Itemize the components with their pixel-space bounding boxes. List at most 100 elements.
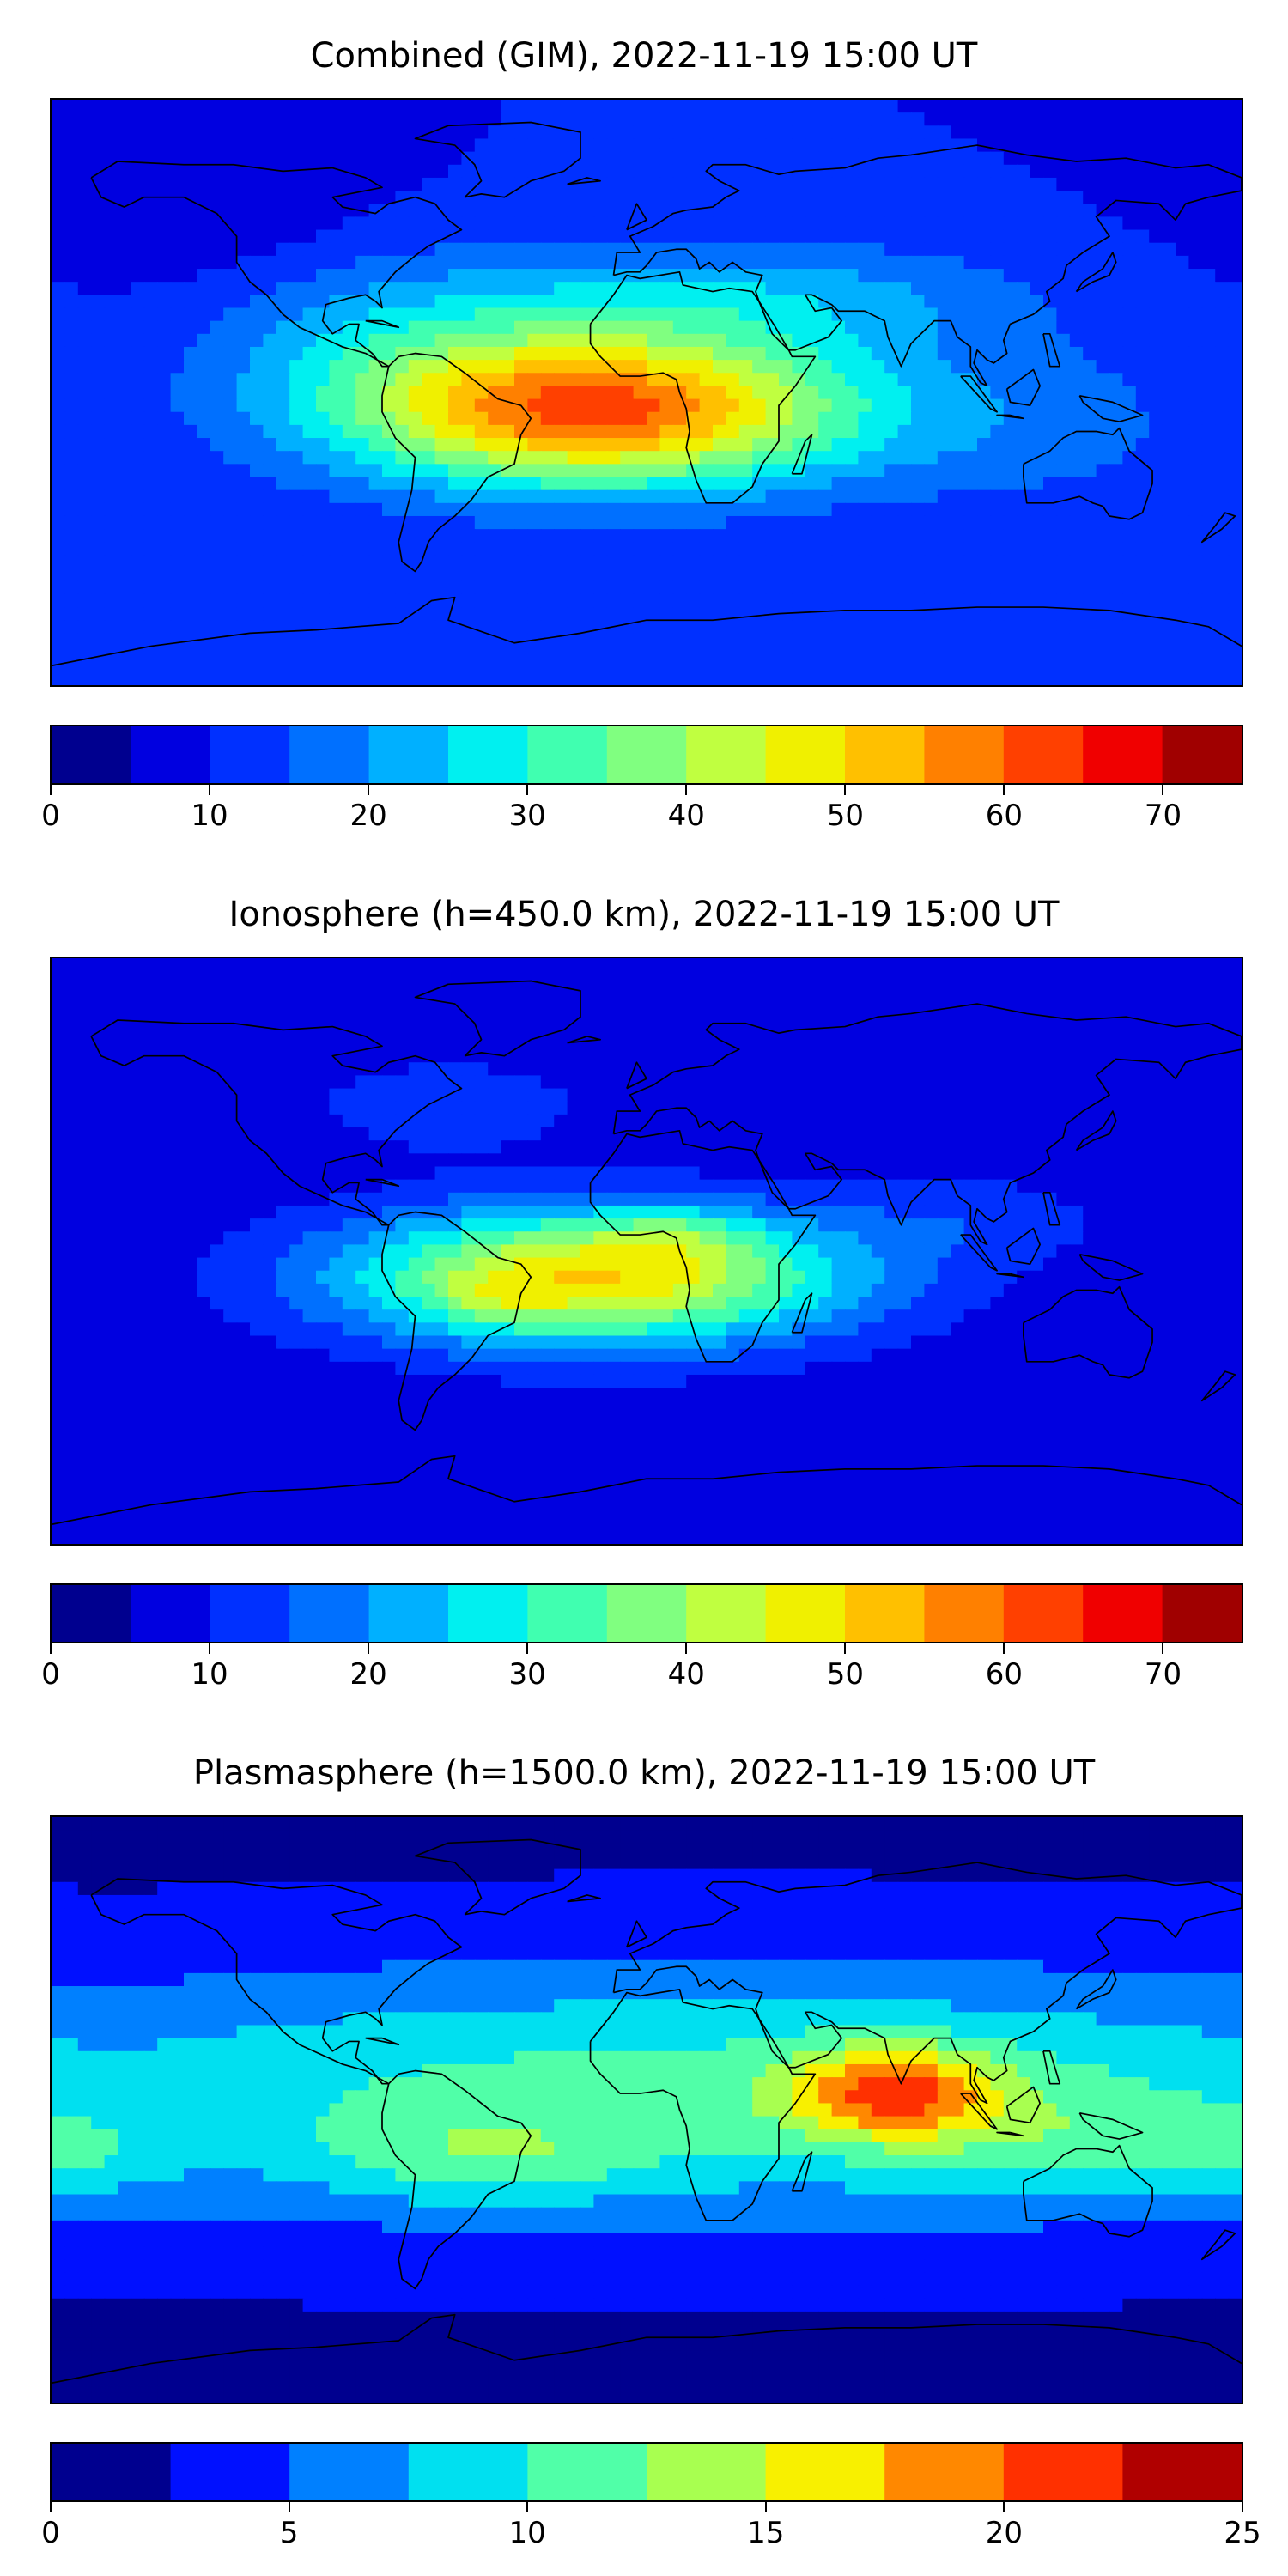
heatmap-cell: [593, 958, 608, 972]
heatmap-cell: [210, 555, 224, 569]
heatmap-cell: [1149, 424, 1163, 439]
heatmap-cell: [408, 295, 422, 309]
heatmap-cell: [963, 1062, 978, 1077]
heatmap-cell: [977, 489, 992, 504]
heatmap-cell: [672, 360, 687, 374]
heatmap-cell: [963, 242, 978, 257]
heatmap-cell: [805, 307, 819, 322]
heatmap-cell: [143, 346, 158, 361]
heatmap-cell: [951, 346, 965, 361]
heatmap-cell: [606, 1075, 621, 1090]
heatmap-cell: [395, 216, 410, 231]
colorbar-swatch: [924, 726, 1005, 783]
heatmap-cell: [474, 282, 489, 296]
heatmap-cell: [792, 997, 806, 1012]
heatmap-cell: [686, 398, 701, 413]
heatmap-cell: [302, 269, 317, 283]
heatmap-cell: [1149, 1036, 1163, 1050]
heatmap-cell: [157, 489, 172, 504]
heatmap-cell: [779, 997, 793, 1012]
heatmap-cell: [276, 542, 290, 556]
heatmap-cell: [408, 398, 422, 413]
heatmap-cell: [1017, 529, 1031, 544]
heatmap-cell: [236, 125, 251, 140]
heatmap-cell: [911, 1023, 926, 1037]
heatmap-cell: [52, 216, 66, 231]
heatmap-cell: [395, 269, 410, 283]
heatmap-cell: [1056, 112, 1071, 127]
heatmap-cell: [805, 424, 819, 439]
heatmap-cell: [170, 529, 185, 544]
heatmap-cell: [448, 438, 463, 452]
heatmap-cell: [408, 580, 422, 595]
heatmap-cell: [540, 971, 555, 986]
heatmap-cell: [606, 633, 621, 647]
heatmap-cell: [1176, 502, 1190, 517]
heatmap-cell: [1017, 958, 1031, 972]
heatmap-cell: [593, 125, 608, 140]
heatmap-cell: [368, 1023, 383, 1037]
heatmap-cell: [858, 542, 872, 556]
heatmap-cell: [461, 100, 476, 113]
heatmap-cell: [620, 1049, 635, 1064]
heatmap-cell: [1083, 1049, 1097, 1064]
heatmap-cell: [672, 151, 687, 166]
heatmap-cell: [91, 333, 106, 348]
heatmap-cell: [1030, 282, 1044, 296]
heatmap-cell: [831, 620, 846, 635]
heatmap-cell: [104, 191, 118, 205]
heatmap-cell: [911, 333, 926, 348]
heatmap-cell: [184, 216, 198, 231]
heatmap-cell: [924, 191, 939, 205]
heatmap-cell: [1003, 386, 1018, 400]
heatmap-cell: [713, 216, 727, 231]
heatmap-cell: [302, 620, 317, 635]
heatmap-cell: [1149, 112, 1163, 127]
heatmap-cell: [527, 515, 542, 530]
heatmap-cell: [408, 646, 422, 660]
heatmap-cell: [236, 151, 251, 166]
heatmap-cell: [302, 151, 317, 166]
heatmap-cell: [197, 164, 211, 179]
heatmap-cell: [884, 1062, 899, 1077]
heatmap-cell: [1030, 242, 1044, 257]
heatmap-cell: [184, 529, 198, 544]
heatmap-cell: [422, 451, 436, 465]
heatmap-cell: [567, 971, 581, 986]
heatmap-cell: [606, 958, 621, 972]
heatmap-cell: [77, 555, 92, 569]
heatmap-cell: [779, 593, 793, 608]
heatmap-cell: [461, 1036, 476, 1050]
heatmap-cell: [527, 1062, 542, 1077]
heatmap-cell: [355, 1023, 370, 1037]
heatmap-cell: [64, 580, 79, 595]
heatmap-cell: [1201, 997, 1216, 1012]
heatmap-cell: [924, 555, 939, 569]
heatmap-cell: [1083, 659, 1097, 673]
heatmap-cell: [1228, 529, 1242, 544]
heatmap-cell: [924, 386, 939, 400]
heatmap-cell: [329, 320, 343, 335]
heatmap-cell: [382, 242, 397, 257]
heatmap-cell: [1149, 320, 1163, 335]
heatmap-cell: [963, 1023, 978, 1037]
heatmap-cell: [818, 346, 833, 361]
heatmap-cell: [963, 295, 978, 309]
heatmap-cell: [1228, 464, 1242, 478]
heatmap-cell: [501, 386, 515, 400]
heatmap-cell: [686, 204, 701, 218]
heatmap-cell: [1109, 191, 1124, 205]
heatmap-cell: [316, 1062, 331, 1077]
heatmap-cell: [779, 373, 793, 387]
heatmap-cell: [1201, 659, 1216, 673]
heatmap-cell: [593, 593, 608, 608]
heatmap-cell: [951, 191, 965, 205]
heatmap-cell: [845, 958, 860, 972]
heatmap-cell: [937, 984, 951, 999]
colorbar-tick-label: 0: [41, 799, 60, 833]
heatmap-cell: [422, 659, 436, 673]
heatmap-cell: [157, 659, 172, 673]
heatmap-cell: [170, 398, 185, 413]
heatmap-cell: [1003, 659, 1018, 673]
heatmap-cell: [924, 958, 939, 972]
